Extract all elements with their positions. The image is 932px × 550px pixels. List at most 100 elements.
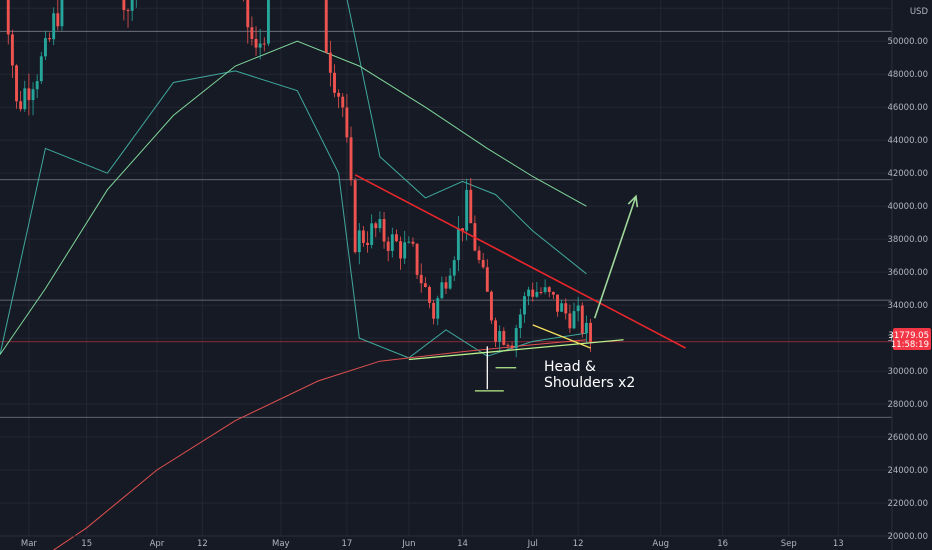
candle bbox=[394, 229, 398, 243]
candle-body bbox=[39, 56, 43, 82]
candle bbox=[333, 64, 336, 98]
trendlines[interactable] bbox=[354, 174, 686, 392]
price-tick-label: 50000.00 bbox=[887, 37, 928, 47]
candle-body bbox=[361, 230, 365, 243]
candle bbox=[266, 0, 270, 47]
candle bbox=[456, 216, 460, 272]
candle bbox=[535, 281, 539, 298]
candle-body bbox=[27, 88, 31, 101]
candle-body bbox=[333, 72, 336, 93]
candle bbox=[43, 30, 47, 61]
candle bbox=[481, 252, 485, 269]
annotation-line-1[interactable]: Head & bbox=[544, 359, 596, 375]
candle-body bbox=[419, 274, 423, 284]
candle-body bbox=[547, 287, 551, 293]
candle-body bbox=[399, 241, 403, 259]
candle-body bbox=[539, 291, 543, 293]
candle-body bbox=[10, 34, 14, 66]
candle bbox=[341, 93, 345, 118]
candle-body bbox=[390, 234, 394, 251]
candle-body bbox=[589, 322, 592, 342]
grid bbox=[0, 0, 892, 537]
candle-body bbox=[366, 242, 369, 245]
time-tick-label: 16 bbox=[717, 539, 728, 549]
price-tick-label: 28000.00 bbox=[887, 400, 928, 410]
candle-body bbox=[328, 52, 332, 73]
price-axis-panel bbox=[892, 0, 932, 550]
projection-arrow[interactable] bbox=[593, 194, 639, 319]
time-tick-label: 14 bbox=[457, 539, 468, 549]
candle-body bbox=[345, 107, 349, 138]
candle-body bbox=[378, 219, 382, 229]
candle-body bbox=[19, 101, 23, 110]
candle bbox=[39, 51, 43, 84]
candle-body bbox=[407, 241, 411, 243]
price-tick-label: 44000.00 bbox=[887, 136, 928, 146]
candle bbox=[130, 0, 134, 22]
time-tick-label: Jul bbox=[527, 539, 538, 549]
candle bbox=[349, 126, 353, 186]
projection-arrow-head[interactable] bbox=[627, 194, 639, 208]
candle bbox=[415, 243, 419, 280]
candle bbox=[126, 8, 130, 28]
candle-body bbox=[535, 291, 539, 297]
candle bbox=[357, 223, 361, 265]
candle bbox=[48, 32, 52, 42]
moving-average-line bbox=[0, 40, 587, 355]
candle-body bbox=[572, 311, 576, 329]
candle bbox=[489, 290, 493, 324]
candle bbox=[436, 295, 440, 326]
candle bbox=[523, 292, 526, 323]
candle bbox=[411, 237, 415, 247]
horizontal-levels bbox=[0, 30, 892, 418]
candle-body bbox=[370, 223, 374, 245]
candle-body bbox=[556, 294, 559, 312]
candle-body bbox=[576, 305, 580, 312]
candle-body bbox=[436, 298, 440, 319]
candle-body bbox=[564, 303, 568, 314]
candle-body bbox=[60, 0, 64, 27]
price-tick-label: 48000.00 bbox=[887, 70, 928, 80]
candle bbox=[589, 318, 592, 352]
candle-body bbox=[382, 219, 386, 242]
candle bbox=[23, 80, 27, 112]
candle bbox=[407, 236, 411, 244]
projection-arrow-shaft[interactable] bbox=[593, 196, 637, 319]
candle bbox=[448, 268, 452, 290]
candle-body bbox=[262, 43, 266, 45]
candle bbox=[432, 300, 436, 325]
time-axis[interactable]: Mar 15 Apr 12 May 17 Jun 14 Jul 12 Aug 16 Sep 13 bbox=[21, 539, 844, 549]
price-tick-label: 34000.00 bbox=[887, 301, 928, 311]
candle bbox=[584, 315, 588, 343]
time-tick-label: 17 bbox=[341, 539, 352, 549]
candle-body bbox=[523, 296, 526, 315]
candle-body bbox=[527, 289, 531, 297]
candle bbox=[31, 82, 35, 116]
candle-body bbox=[411, 241, 415, 244]
candle-body bbox=[498, 331, 502, 342]
last-price-tag-box bbox=[893, 328, 931, 350]
candle-body bbox=[122, 0, 126, 11]
candle bbox=[403, 230, 407, 265]
price-tick-label: 36000.00 bbox=[887, 268, 928, 278]
annotation-line-2[interactable]: Shoulders x2 bbox=[544, 375, 635, 391]
candle-body bbox=[481, 259, 485, 268]
trendline[interactable] bbox=[408, 339, 624, 361]
candle-body bbox=[250, 27, 254, 39]
time-tick-label: Mar bbox=[21, 539, 38, 549]
candle-body bbox=[130, 0, 134, 11]
candle bbox=[572, 302, 576, 330]
trendline[interactable] bbox=[354, 174, 686, 349]
time-tick-label: Jun bbox=[401, 539, 415, 549]
candle-body bbox=[394, 234, 398, 242]
candle-body bbox=[584, 322, 588, 334]
candle-body bbox=[254, 38, 258, 48]
trendline[interactable] bbox=[532, 324, 591, 349]
candle bbox=[27, 73, 31, 116]
candle bbox=[15, 64, 18, 109]
candle bbox=[560, 299, 564, 313]
candle bbox=[60, 0, 64, 31]
candle-body bbox=[324, 0, 328, 53]
